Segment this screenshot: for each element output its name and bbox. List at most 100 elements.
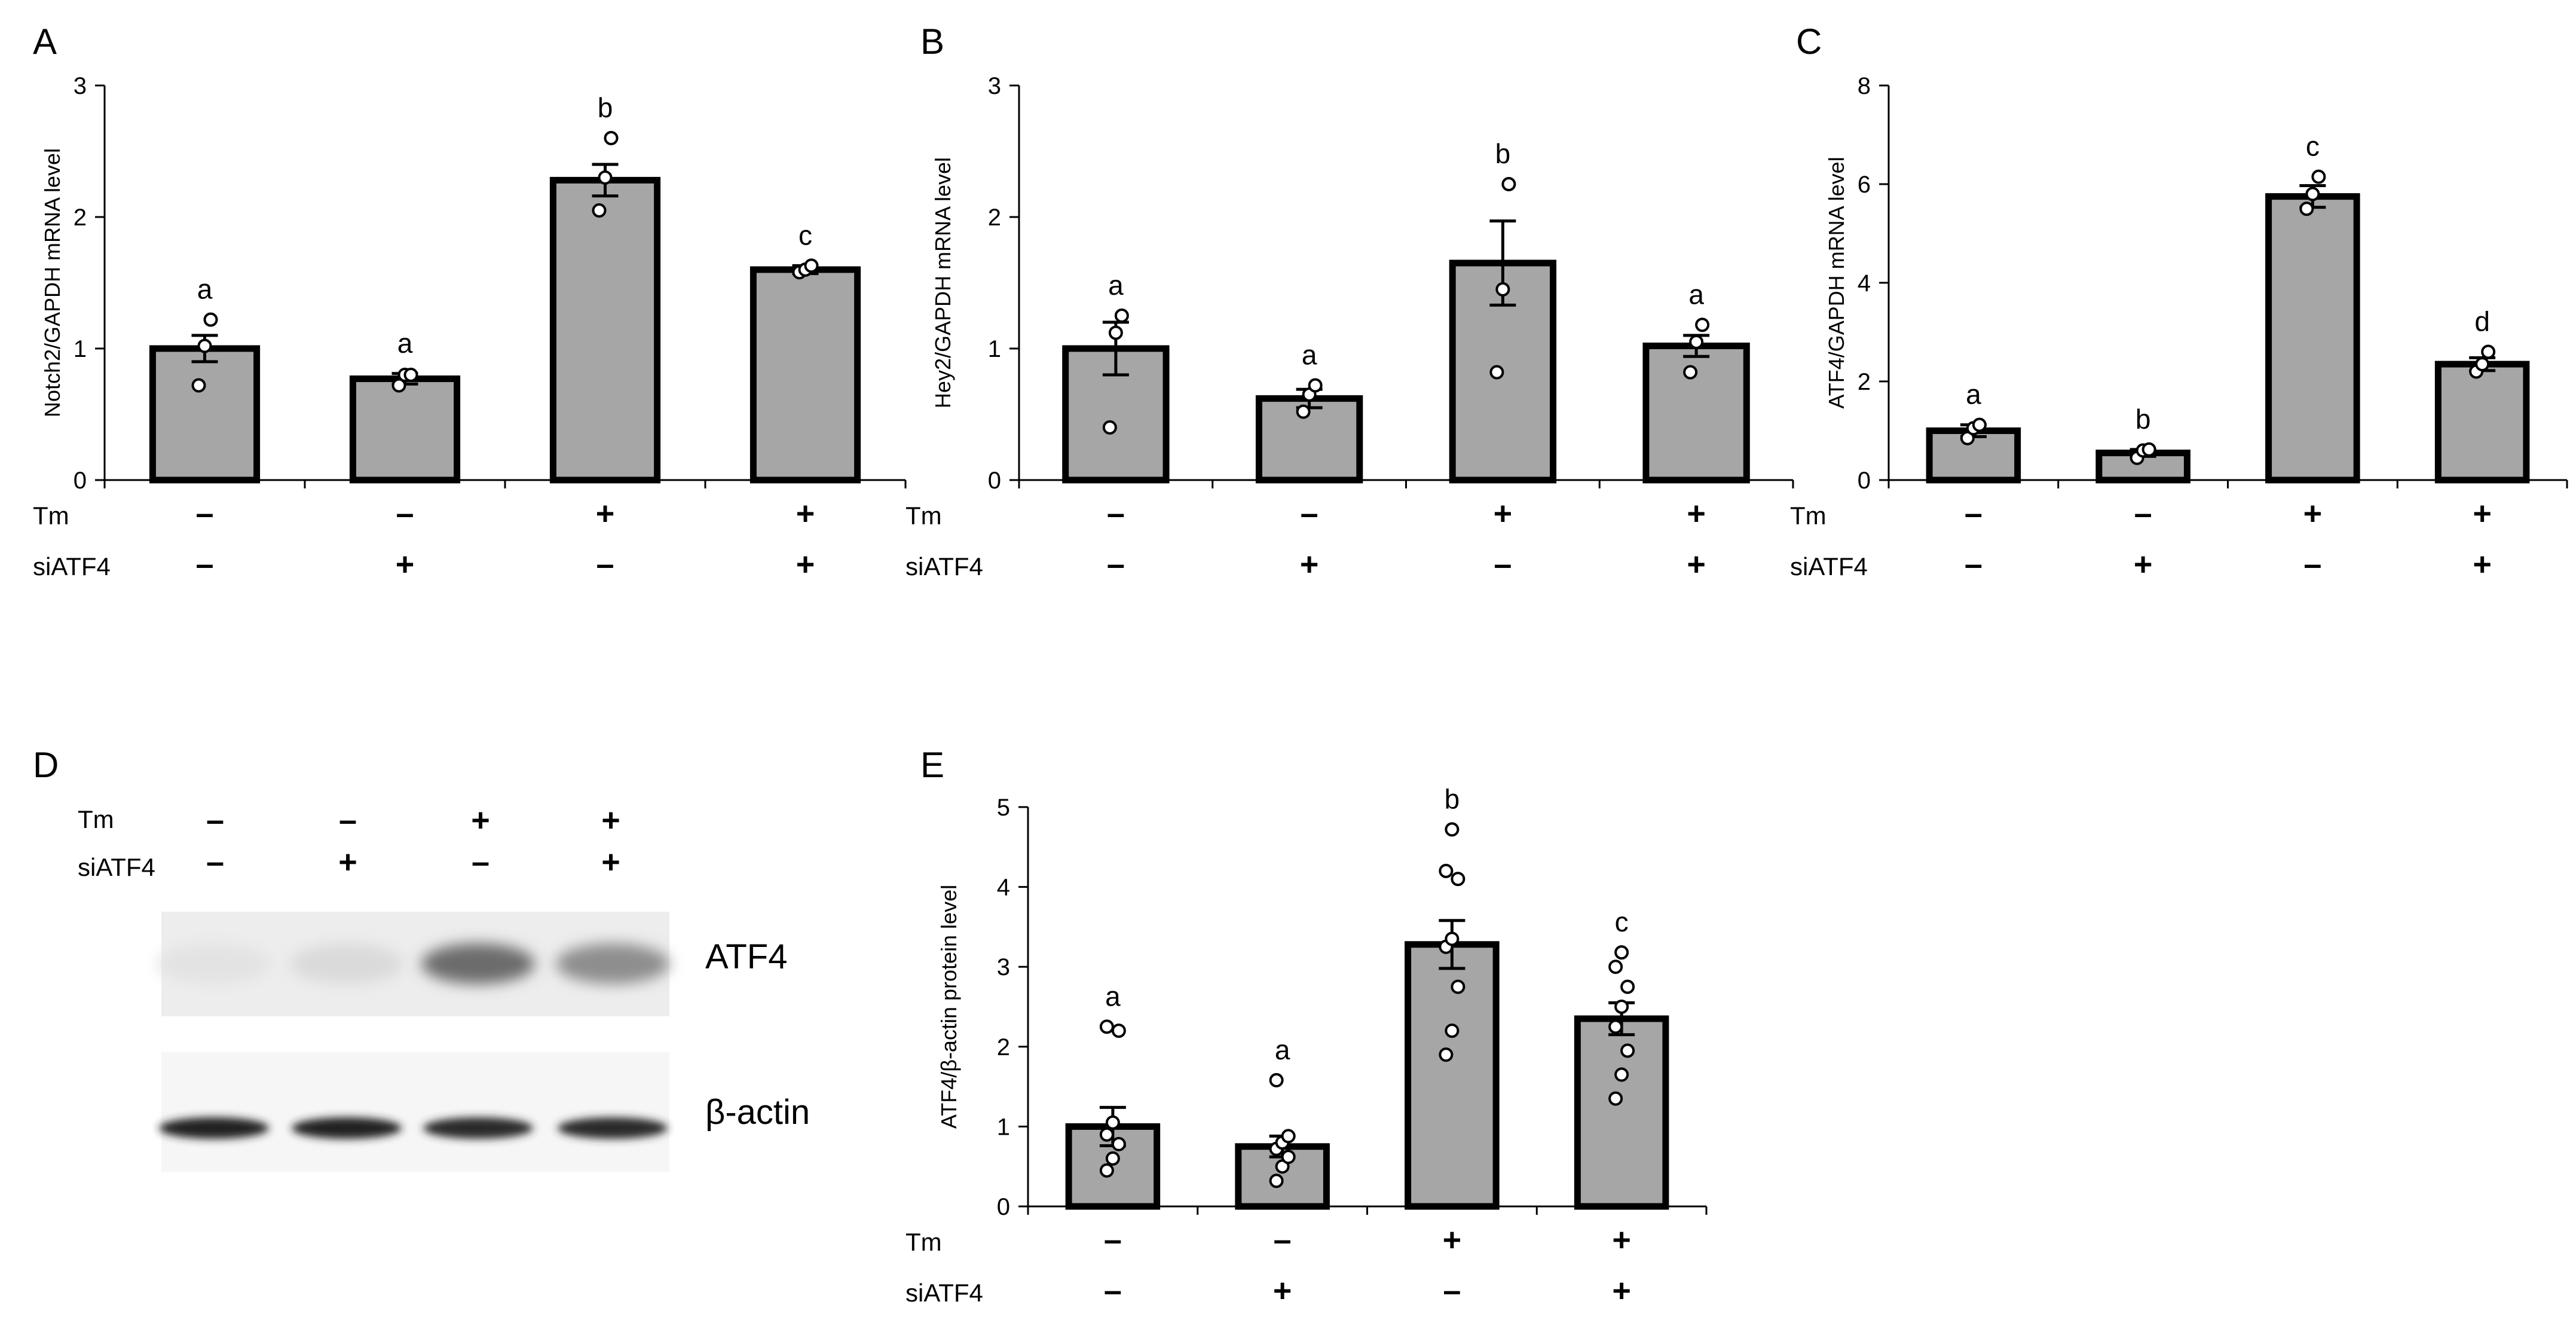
siatf4-row-label: siATF4 [1790,552,1868,580]
y-tick-label: 3 [74,73,87,99]
y-tick-label: 0 [997,1194,1010,1220]
y-tick-label: 4 [1858,270,1871,297]
bar [149,345,261,484]
data-point [391,378,406,393]
tm-condition: – [1965,496,1983,531]
tm-condition: + [1687,496,1706,531]
blot-si-cond-2: + [338,844,357,880]
actin-band-label: β-actin [705,1093,810,1132]
siatf4-row-label: siATF4 [33,552,111,580]
blot-tm-cond-1: – [206,802,224,838]
panel-label-b: B [920,22,944,62]
atf4-band [421,943,535,984]
data-point [1102,420,1117,435]
bar [749,266,861,484]
western-blot-panel: Tm siATF4 – – + + – + – + ATF4 β-actin [78,802,810,1172]
y-tick-label: 2 [1858,369,1871,395]
atf4-band [556,943,669,984]
y-tick-label: 0 [1858,468,1871,494]
blot-tm-cond-3: + [471,802,490,838]
significance-letter: d [2474,306,2490,337]
data-point [403,368,418,382]
y-tick-label: 3 [997,954,1010,980]
data-point [1620,979,1635,994]
siatf4-condition: + [396,546,415,582]
panel-label-a: A [33,22,57,62]
data-point [598,170,613,185]
tm-condition: + [1612,1222,1631,1258]
chart-atf4-protein: 0 1 2 3 4 5 ATF4/β-actin protein level a – – a – + b +… [905,783,1708,1309]
data-point [1451,979,1466,994]
data-point [1608,1019,1623,1034]
data-point [1620,1043,1635,1058]
panel-label-d: D [33,745,59,785]
data-point [1296,404,1311,419]
blot-tm-cond-2: – [339,802,357,838]
blot-tm-cond-4: + [601,802,620,838]
blot-si-cond-4: + [601,844,620,880]
y-tick-label: 2 [997,1034,1010,1061]
actin-band [159,1117,269,1139]
bar [549,176,661,484]
siatf4-condition: + [796,546,815,582]
atf4-band [290,943,403,984]
data-point [1445,931,1460,946]
tm-condition: – [1107,496,1125,531]
data-point [2305,187,2320,201]
data-point [1099,1127,1114,1142]
y-tick-label: 0 [74,468,87,494]
blot-si-cond-1: – [206,844,224,880]
data-point [1269,1072,1284,1087]
data-point [1608,1091,1623,1106]
data-point [1281,1150,1296,1165]
y-tick-label: 6 [1858,172,1871,198]
siatf4-condition: – [195,546,213,582]
data-point [1099,1019,1114,1034]
data-point [1695,317,1710,332]
atf4-band-label: ATF4 [705,937,788,976]
tm-condition: + [2473,496,2492,531]
bar [349,375,461,484]
data-point [1608,960,1623,974]
y-axis-title: Hey2/GAPDH mRNA level [931,157,955,408]
siatf4-row-label: siATF4 [905,552,983,580]
significance-letter: a [1302,340,1317,371]
y-tick-label: 4 [997,875,1010,901]
significance-letter: a [197,274,213,305]
y-axis-title: ATF4/GAPDH mRNA level [1824,157,1849,408]
siatf4-condition: – [1965,546,1983,582]
data-point [592,203,607,218]
bar [1642,343,1750,484]
data-point [1281,1129,1296,1144]
tm-row-label: Tm [905,1228,942,1256]
y-tick-label: 1 [74,336,87,362]
data-point [2481,344,2496,359]
atf4-band [157,943,271,984]
data-point [1105,1115,1120,1130]
tm-condition: – [195,496,213,531]
significance-letter: c [799,219,812,250]
data-point [1108,325,1123,340]
panel-label-e: E [920,745,944,785]
y-tick-label: 3 [988,73,1001,99]
data-point [1445,1023,1460,1038]
siatf4-condition: + [1687,546,1706,582]
data-point [203,312,218,327]
y-axis-title: ATF4/β-actin protein level [937,885,961,1129]
y-tick-label: 0 [988,468,1001,494]
siatf4-condition: – [2303,546,2321,582]
data-point [1308,378,1323,393]
tm-row-label: Tm [905,502,942,530]
chart-notch2: 0 1 2 3 Notch2/GAPDH mRNA level a – – a – + b + – c + + T… [33,73,907,582]
data-point [197,338,212,353]
tm-condition: – [1274,1222,1292,1258]
data-point [1501,177,1516,191]
significance-letter: a [397,328,413,359]
data-point [1489,365,1504,380]
data-point [1972,417,1987,432]
significance-letter: c [1615,906,1629,937]
tm-condition: + [596,496,615,531]
tm-condition: + [1494,496,1513,531]
significance-letter: c [2306,131,2320,162]
data-point [2475,357,2490,372]
